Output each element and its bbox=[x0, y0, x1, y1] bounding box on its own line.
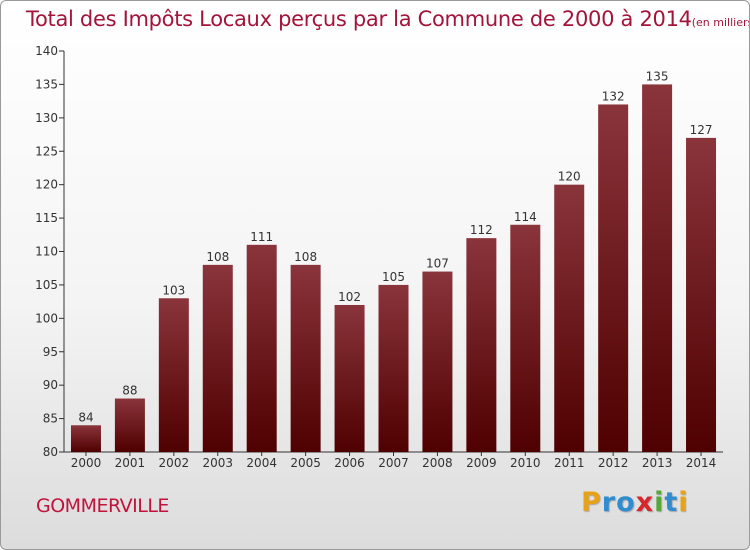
logo-letter: P bbox=[581, 487, 602, 518]
bar bbox=[466, 238, 497, 452]
bar bbox=[70, 425, 101, 452]
y-tick-label: 90 bbox=[43, 378, 58, 392]
bar-value-label: 84 bbox=[78, 410, 93, 424]
chart-title-text: Total des Impôts Locaux perçus par la Co… bbox=[26, 7, 692, 31]
y-tick-label: 80 bbox=[43, 445, 58, 459]
bar-value-label: 105 bbox=[382, 270, 405, 284]
x-tick-label: 2008 bbox=[422, 456, 453, 470]
x-tick-label: 2004 bbox=[246, 456, 277, 470]
logo-letter: i bbox=[678, 487, 689, 518]
y-tick-label: 95 bbox=[43, 345, 58, 359]
commune-name: GOMMERVILLE bbox=[36, 495, 169, 517]
bar-value-label: 108 bbox=[294, 250, 317, 264]
bar bbox=[114, 398, 145, 452]
bar bbox=[422, 271, 453, 452]
logo-letter: x bbox=[635, 487, 655, 518]
x-tick-label: 2010 bbox=[510, 456, 541, 470]
bar-value-label: 111 bbox=[250, 230, 273, 244]
bar bbox=[290, 264, 321, 452]
bar-value-label: 103 bbox=[162, 283, 185, 297]
x-tick-label: 2007 bbox=[378, 456, 409, 470]
y-tick-label: 115 bbox=[35, 211, 58, 225]
x-tick-label: 2001 bbox=[115, 456, 146, 470]
bar bbox=[202, 264, 233, 452]
bar bbox=[246, 244, 277, 452]
y-tick-label: 85 bbox=[43, 412, 58, 426]
bar bbox=[554, 184, 585, 452]
logo-letter: t bbox=[664, 487, 679, 518]
y-tick-label: 130 bbox=[35, 111, 58, 125]
x-tick-label: 2012 bbox=[598, 456, 629, 470]
y-tick-label: 125 bbox=[35, 144, 58, 158]
bar bbox=[686, 137, 717, 452]
x-tick-label: 2014 bbox=[686, 456, 717, 470]
bar-value-label: 120 bbox=[558, 170, 581, 184]
x-tick-label: 2013 bbox=[642, 456, 673, 470]
bar-value-label: 127 bbox=[690, 123, 713, 137]
y-tick-label: 135 bbox=[35, 77, 58, 91]
x-tick-label: 2009 bbox=[466, 456, 497, 470]
bar bbox=[334, 304, 365, 452]
bar-value-label: 132 bbox=[602, 89, 625, 103]
bar-value-label: 107 bbox=[426, 257, 449, 271]
x-tick-label: 2002 bbox=[159, 456, 190, 470]
bar bbox=[598, 104, 629, 452]
bar bbox=[642, 84, 673, 453]
logo-letter: r bbox=[601, 487, 617, 518]
bar-value-label: 88 bbox=[122, 384, 137, 398]
x-tick-label: 2000 bbox=[71, 456, 102, 470]
x-tick-label: 2011 bbox=[554, 456, 585, 470]
y-tick-label: 120 bbox=[35, 178, 58, 192]
bar-value-label: 114 bbox=[514, 210, 537, 224]
bar bbox=[378, 284, 409, 452]
bar-value-label: 112 bbox=[470, 223, 493, 237]
bar-value-label: 108 bbox=[206, 250, 229, 264]
bar-value-label: 135 bbox=[646, 69, 669, 83]
x-tick-label: 2005 bbox=[290, 456, 321, 470]
y-tick-label: 105 bbox=[35, 278, 58, 292]
proxiti-logo[interactable]: Proxiti bbox=[581, 487, 689, 518]
bar bbox=[510, 224, 541, 452]
chart-title: Total des Impôts Locaux perçus par la Co… bbox=[26, 7, 750, 31]
bar-value-label: 102 bbox=[338, 290, 361, 304]
x-tick-label: 2006 bbox=[334, 456, 365, 470]
bar bbox=[158, 298, 189, 452]
chart-unit-note: (en milliers d'€) bbox=[691, 16, 750, 29]
logo-letter: i bbox=[654, 487, 665, 518]
logo-letter: o bbox=[616, 487, 636, 518]
y-tick-label: 110 bbox=[35, 245, 58, 259]
x-tick-label: 2003 bbox=[202, 456, 233, 470]
y-tick-label: 100 bbox=[35, 311, 58, 325]
y-tick-label: 140 bbox=[35, 44, 58, 58]
